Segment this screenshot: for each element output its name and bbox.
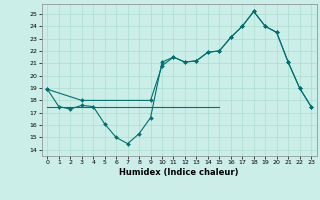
X-axis label: Humidex (Indice chaleur): Humidex (Indice chaleur) [119, 168, 239, 177]
